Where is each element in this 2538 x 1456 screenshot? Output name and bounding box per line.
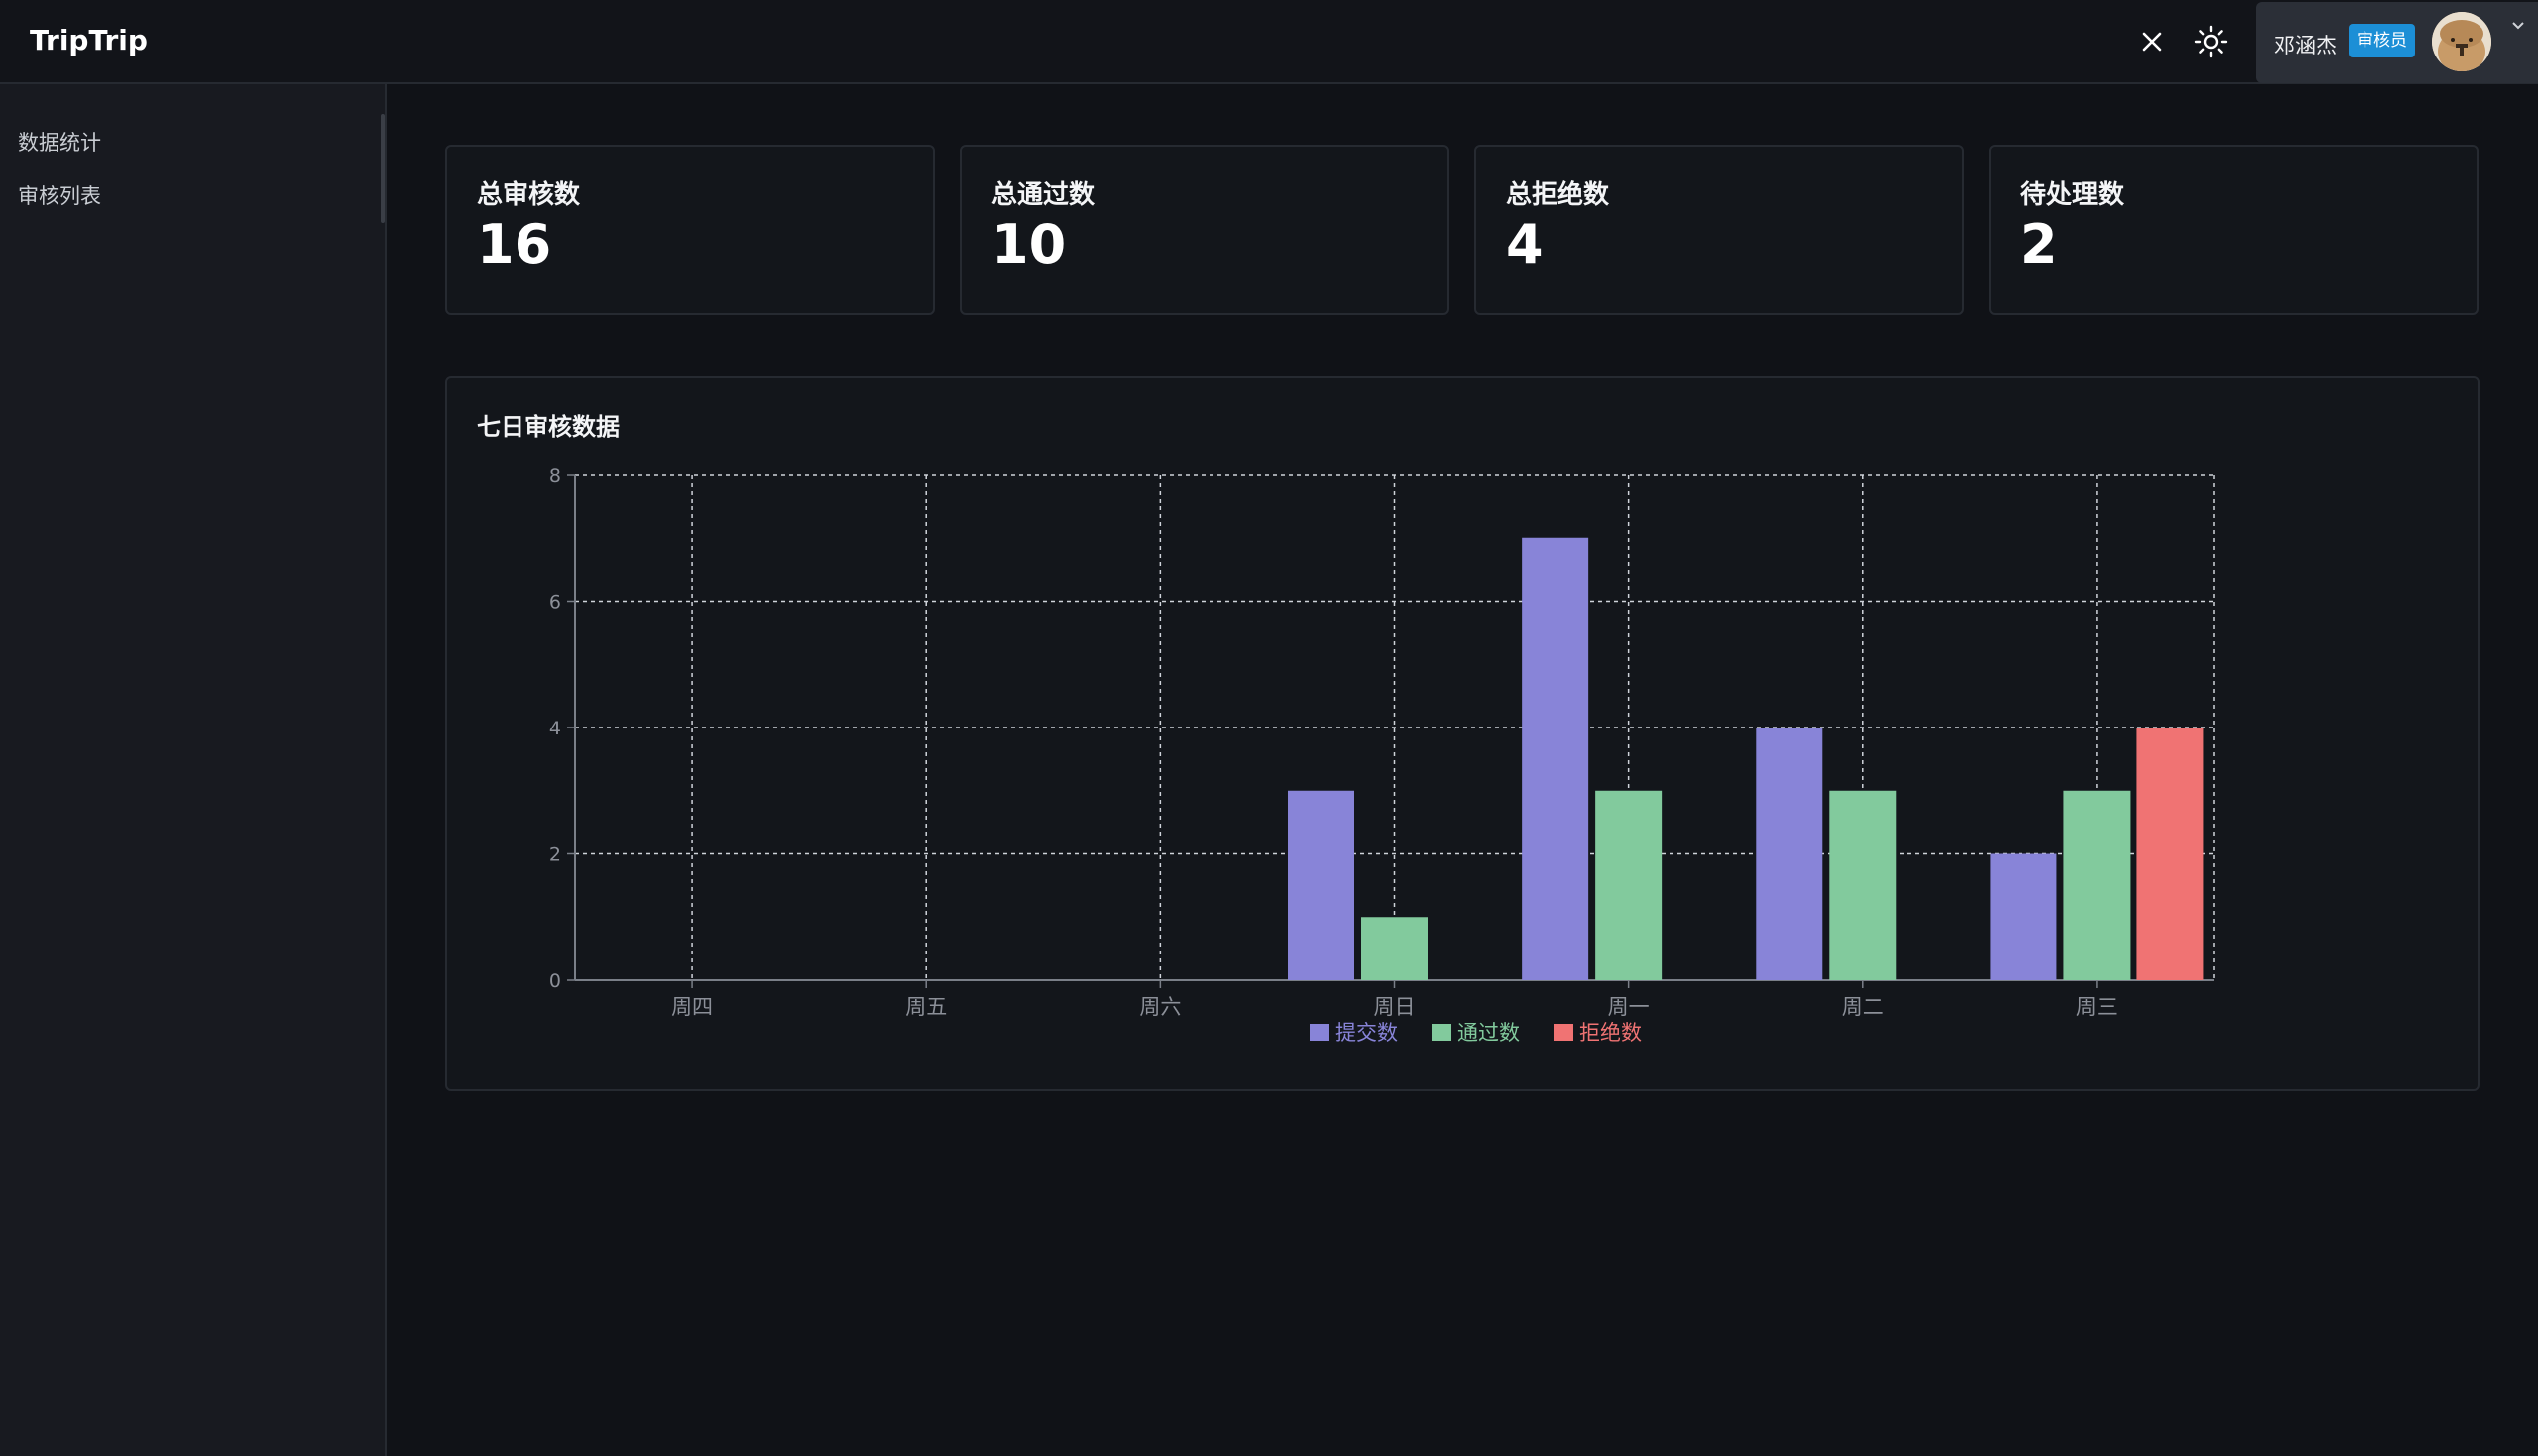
close-button[interactable] <box>2134 23 2171 60</box>
legend-label: 拒绝数 <box>1579 1021 1642 1045</box>
stat-card-approved: 总通过数 10 <box>960 145 1449 315</box>
legend-label: 提交数 <box>1335 1021 1398 1045</box>
stat-card-total: 总审核数 16 <box>445 145 935 315</box>
stat-label: 总通过数 <box>991 180 1096 210</box>
top-bar: TripTrip 邓涵杰 审核员 <box>0 0 2538 84</box>
stat-label: 总审核数 <box>477 180 581 210</box>
sidebar-item-review-list[interactable]: 审核列表 <box>18 184 101 208</box>
legend-swatch <box>1554 1024 1573 1041</box>
y-tick-label: 8 <box>549 465 561 487</box>
bar <box>2063 790 2131 980</box>
x-tick-label: 周四 <box>671 995 713 1019</box>
avatar-image <box>2432 12 2491 71</box>
bar <box>1522 537 1589 980</box>
y-tick-label: 2 <box>549 844 561 866</box>
bar <box>1288 790 1354 980</box>
stat-value: 4 <box>1506 213 1544 276</box>
theme-toggle-button[interactable] <box>2192 23 2230 60</box>
stat-value: 2 <box>2020 213 2058 276</box>
x-tick-label: 周六 <box>1139 995 1181 1019</box>
chart-title: 七日审核数据 <box>477 413 620 441</box>
legend-swatch <box>1432 1024 1451 1041</box>
x-tick-label: 周一 <box>1608 995 1650 1019</box>
bar <box>1595 790 1663 980</box>
role-badge: 审核员 <box>2349 24 2415 57</box>
legend-label: 通过数 <box>1457 1021 1520 1045</box>
stat-card-pending: 待处理数 2 <box>1989 145 2479 315</box>
user-menu[interactable]: 邓涵杰 审核员 <box>2256 2 2538 83</box>
brand-logo-text[interactable]: TripTrip <box>30 24 148 56</box>
weekly-review-chart-card: 七日审核数据 0 2 4 6 8 周四 周五 周六 周日 周一 周二 周三提交数 通过数 拒绝数 <box>445 376 2480 1091</box>
bar <box>1990 853 2057 980</box>
stat-label: 待处理数 <box>2020 180 2125 210</box>
stat-label: 总拒绝数 <box>1506 180 1610 210</box>
y-tick-label: 6 <box>549 592 561 614</box>
stat-card-rejected: 总拒绝数 4 <box>1474 145 1964 315</box>
bar <box>1756 728 1823 980</box>
sidebar-item-statistics[interactable]: 数据统计 <box>18 131 101 155</box>
avatar[interactable] <box>2432 12 2491 71</box>
y-tick-label: 4 <box>549 718 561 739</box>
y-tick-label: 0 <box>549 970 561 992</box>
x-tick-label: 周五 <box>905 995 947 1019</box>
sidebar: 数据统计 审核列表 <box>0 84 387 1456</box>
sun-icon <box>2194 25 2228 58</box>
sidebar-scrollbar[interactable] <box>381 114 385 223</box>
bar <box>1361 917 1428 980</box>
chevron-down-icon[interactable] <box>2508 16 2528 36</box>
bar <box>1829 790 1897 980</box>
bar <box>2136 728 2204 980</box>
close-icon <box>2142 32 2162 52</box>
x-tick-label: 周二 <box>1842 995 1884 1019</box>
x-tick-label: 周三 <box>2076 995 2118 1019</box>
user-name: 邓涵杰 <box>2274 34 2337 57</box>
stat-value: 16 <box>477 213 552 276</box>
x-tick-label: 周日 <box>1374 995 1416 1019</box>
legend-swatch <box>1310 1024 1329 1041</box>
stat-value: 10 <box>991 213 1067 276</box>
